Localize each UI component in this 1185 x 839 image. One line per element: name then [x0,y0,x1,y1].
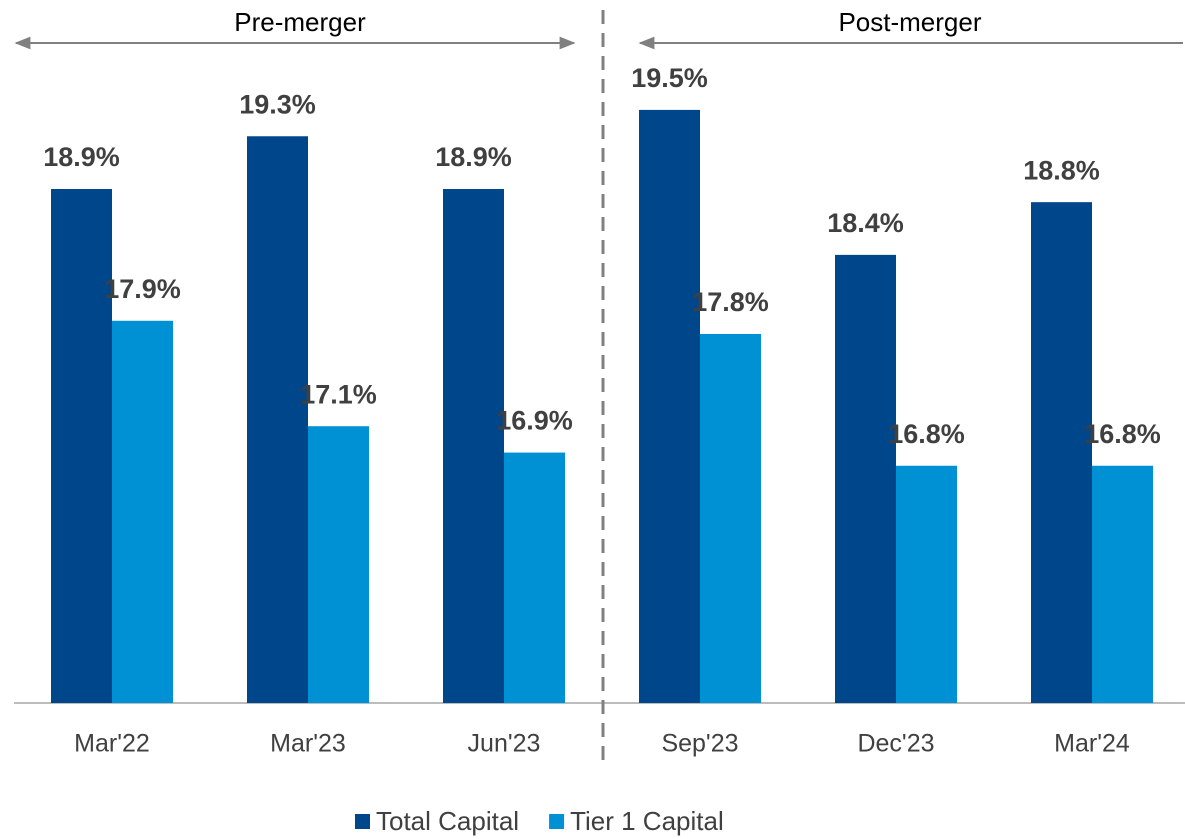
x-tick-label: Sep'23 [661,730,738,758]
label-bg [210,6,390,40]
x-tick-label: Jun'23 [468,730,541,758]
legend-swatch [549,814,565,829]
bar [308,426,369,703]
value-label: 16.9% [496,406,573,436]
bar [700,333,761,703]
value-label: 18.4% [827,208,904,238]
bar [835,254,896,703]
bar [247,136,308,703]
x-tick-label: Dec'23 [857,730,934,758]
legend-swatch [355,814,370,829]
value-label: 17.8% [692,287,769,317]
bar [1031,202,1092,703]
bar [896,465,957,703]
value-label: 16.8% [888,419,965,449]
x-tick-label: Mar'22 [74,730,150,758]
value-label: 18.9% [435,142,512,172]
value-label: 18.8% [1023,155,1100,185]
value-label: 18.9% [43,142,120,172]
value-label: 19.3% [239,89,316,119]
bar [112,320,173,703]
bar [51,188,112,704]
bar [443,188,504,704]
x-tick-label: Mar'24 [1054,730,1130,758]
label-bg [810,6,1010,40]
bar [639,109,700,703]
annotation: Post-merger [838,7,981,37]
value-label: 19.5% [631,63,708,93]
value-label: 17.9% [104,274,181,304]
value-label: 16.8% [1084,419,1161,449]
legend-label: Tier 1 Capital [570,806,724,836]
annotation: Pre-merger [234,7,366,37]
value-label: 17.1% [300,379,377,409]
bar [504,452,565,703]
x-tick-label: Mar'23 [270,730,346,758]
legend-label: Total Capital [376,806,519,836]
bar [1092,465,1153,703]
